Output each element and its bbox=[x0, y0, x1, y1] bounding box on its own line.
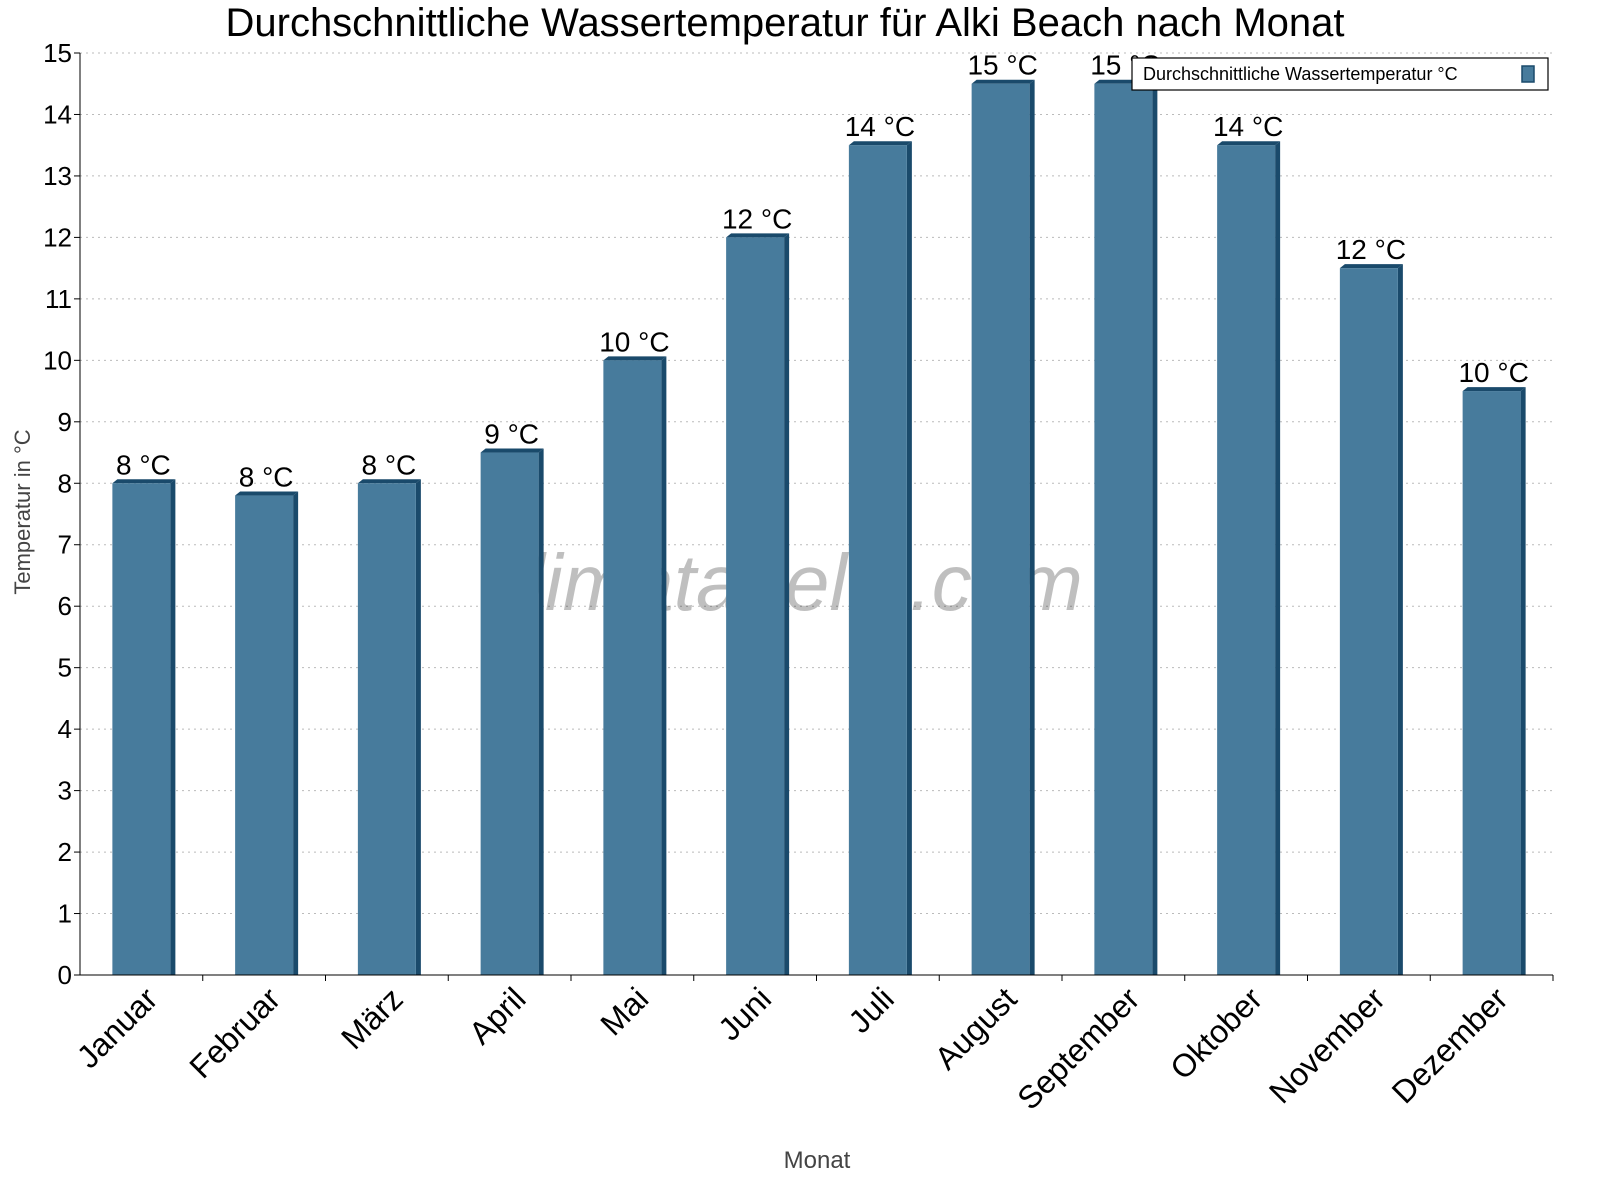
y-tick-label: 0 bbox=[58, 960, 72, 990]
data-label: 8 °C bbox=[361, 449, 416, 480]
y-tick-label: 6 bbox=[58, 591, 72, 621]
bar-top bbox=[848, 141, 912, 146]
x-tick-label: Februar bbox=[182, 980, 287, 1085]
bar bbox=[971, 79, 1035, 975]
x-tick-label: Juni bbox=[711, 980, 778, 1047]
bar bbox=[480, 448, 544, 975]
x-axis-label: Monat bbox=[784, 1147, 851, 1174]
bar-top bbox=[112, 479, 176, 484]
data-label: 14 °C bbox=[845, 111, 915, 142]
bar bbox=[112, 479, 176, 975]
y-tick-label: 2 bbox=[58, 837, 72, 867]
bar-side bbox=[1275, 141, 1281, 975]
data-label: 9 °C bbox=[484, 419, 539, 450]
bar bbox=[1217, 141, 1281, 975]
x-tick-label: Dezember bbox=[1385, 980, 1515, 1110]
bar-side bbox=[906, 141, 912, 975]
y-tick-label: 15 bbox=[43, 38, 72, 68]
data-label: 8 °C bbox=[239, 462, 294, 493]
bar-front bbox=[1462, 391, 1521, 976]
bar-side bbox=[538, 448, 544, 975]
x-tick-label: Juli bbox=[841, 980, 900, 1039]
bar-top bbox=[357, 479, 421, 484]
bar-top bbox=[971, 79, 1035, 84]
bar-front bbox=[235, 495, 294, 975]
y-tick-label: 3 bbox=[58, 776, 72, 806]
bar-front bbox=[357, 483, 416, 975]
bar bbox=[1094, 79, 1158, 975]
bar-side bbox=[1152, 79, 1158, 975]
y-tick-label: 14 bbox=[43, 99, 72, 129]
bar bbox=[726, 233, 790, 975]
legend: Durchschnittliche Wassertemperatur °C bbox=[1131, 57, 1549, 91]
legend-label: Durchschnittliche Wassertemperatur °C bbox=[1143, 64, 1458, 84]
x-tick-label: September bbox=[1010, 980, 1146, 1116]
bar bbox=[1339, 264, 1403, 976]
x-tick-label: Oktober bbox=[1163, 980, 1269, 1086]
y-tick-label: 9 bbox=[58, 407, 72, 437]
data-label: 8 °C bbox=[116, 449, 171, 480]
bar-front bbox=[603, 360, 662, 975]
y-tick-label: 13 bbox=[43, 161, 72, 191]
bar bbox=[357, 479, 421, 975]
bar bbox=[848, 141, 912, 975]
bar bbox=[235, 491, 299, 975]
bar bbox=[1462, 387, 1526, 976]
y-tick-label: 5 bbox=[58, 653, 72, 683]
bar-front bbox=[1217, 145, 1276, 975]
bar-top bbox=[1462, 387, 1526, 392]
data-label: 14 °C bbox=[1213, 111, 1283, 142]
bar-front bbox=[1094, 83, 1153, 975]
bar-top bbox=[235, 491, 299, 496]
chart-title: Durchschnittliche Wassertemperatur für A… bbox=[225, 1, 1344, 45]
x-tick-label: März bbox=[334, 980, 410, 1056]
bar-side bbox=[1029, 79, 1035, 975]
y-tick-label: 7 bbox=[58, 530, 72, 560]
bar-side bbox=[1397, 264, 1403, 976]
bar-side bbox=[415, 479, 421, 975]
y-axis-label: Temperatur in °C bbox=[10, 429, 35, 594]
y-tick-label: 12 bbox=[43, 222, 72, 252]
bar-front bbox=[480, 452, 539, 975]
data-label: 15 °C bbox=[967, 50, 1037, 81]
bar-front bbox=[112, 483, 171, 975]
bar-top bbox=[603, 356, 667, 361]
y-tick-label: 8 bbox=[58, 468, 72, 498]
y-tick-label: 1 bbox=[58, 899, 72, 929]
bar-front bbox=[971, 83, 1030, 975]
bar-front bbox=[848, 145, 907, 975]
bar-top bbox=[480, 448, 544, 453]
y-tick-label: 11 bbox=[45, 284, 72, 314]
x-tick-label: Januar bbox=[70, 980, 165, 1075]
x-tick-label: November bbox=[1262, 980, 1392, 1110]
bar-side bbox=[170, 479, 176, 975]
bar-side bbox=[293, 491, 299, 975]
x-tick-label: April bbox=[462, 980, 533, 1051]
bar-front bbox=[726, 237, 785, 975]
bar-side bbox=[661, 356, 667, 975]
data-label: 12 °C bbox=[1336, 234, 1406, 265]
y-tick-label: 10 bbox=[43, 345, 72, 375]
bar-top bbox=[1339, 264, 1403, 269]
data-label: 12 °C bbox=[722, 203, 792, 234]
bar-top bbox=[726, 233, 790, 238]
y-tick-label: 4 bbox=[58, 714, 72, 744]
bar bbox=[603, 356, 667, 975]
x-tick-label: Mai bbox=[593, 980, 655, 1042]
bar-front bbox=[1339, 268, 1398, 976]
data-label: 10 °C bbox=[599, 326, 669, 357]
legend-swatch bbox=[1521, 65, 1535, 83]
bar-top bbox=[1217, 141, 1281, 146]
data-label: 10 °C bbox=[1458, 357, 1528, 388]
x-tick-label: August bbox=[928, 980, 1024, 1076]
bar-side bbox=[1520, 387, 1526, 976]
bar-side bbox=[784, 233, 790, 975]
